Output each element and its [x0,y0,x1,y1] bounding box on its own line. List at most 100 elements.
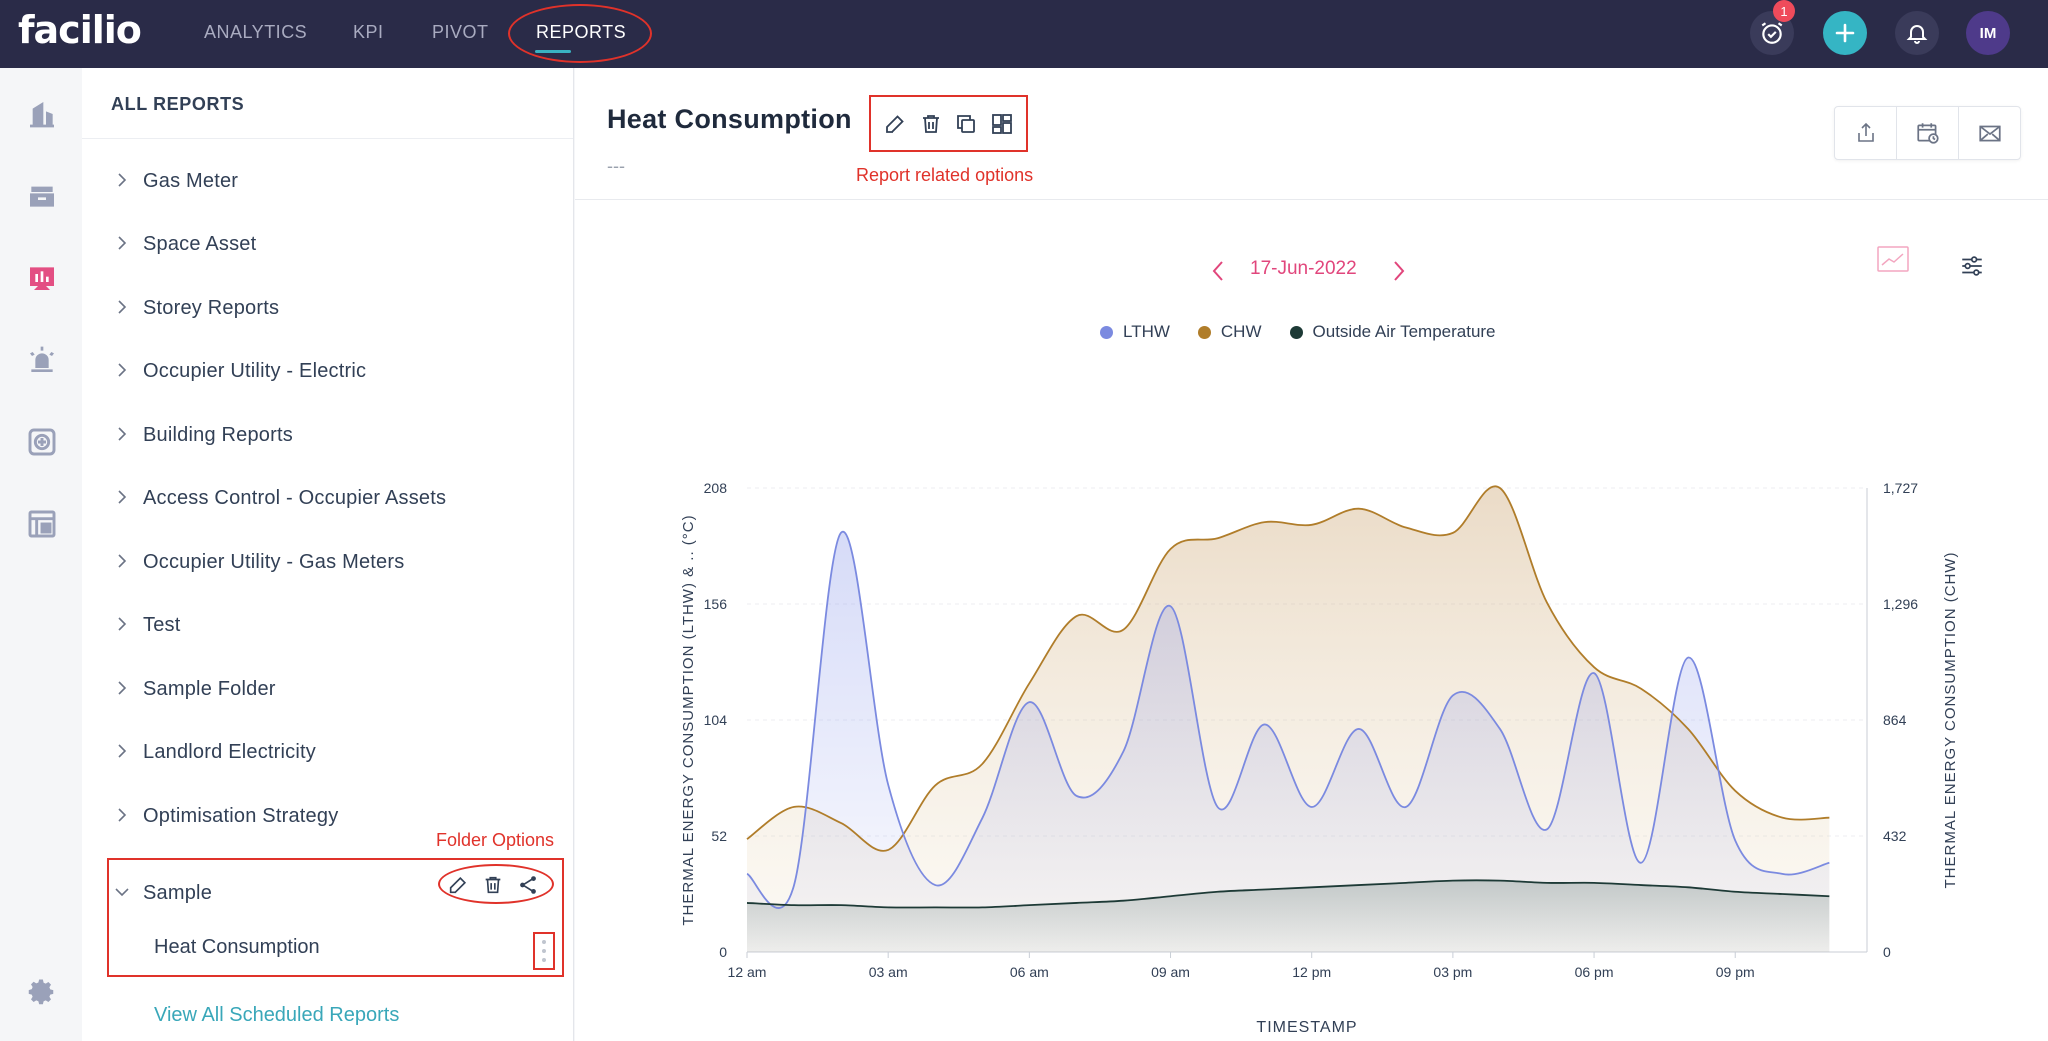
report-options-annotation: Report related options [856,165,1034,185]
x-tick-label: 03 pm [1433,964,1472,980]
folder-name: Optimisation Strategy [143,805,339,827]
series-line[interactable] [746,485,1830,852]
folder-item[interactable]: Access Control - Occupier Assets [82,473,573,529]
folder-item[interactable]: Space Asset [82,219,573,275]
duplicate-icon[interactable] [954,112,978,136]
y-right-tick-label: 1,296 [1883,596,1918,612]
chevron-right-icon [118,681,127,695]
chart-type-icon[interactable] [1877,246,1909,274]
folder-name: Space Asset [143,233,257,255]
bell-icon [1906,25,1928,44]
share-button[interactable] [1835,107,1897,159]
folder-item[interactable]: Landlord Electricity [82,727,573,783]
chevron-right-icon [118,617,127,631]
rail-dashboard[interactable] [22,504,62,544]
legend-item-oat[interactable]: Outside Air Temperature [1289,322,1496,342]
x-axis-title: TIMESTAMP [1256,1019,1357,1036]
folder-item[interactable]: Building Reports [82,410,573,466]
upload-icon [1857,122,1874,142]
notifications-button[interactable] [1895,11,1939,55]
folder-item[interactable]: Sample Folder [82,664,573,720]
x-tick-label: 03 am [869,964,908,980]
folder-item[interactable]: Occupier Utility - Gas Meters [82,537,573,593]
folder-item[interactable]: Gas Meter [82,156,573,212]
folder-item[interactable]: Occupier Utility - Electric [82,346,573,402]
report-item-heat-consumption[interactable]: Heat Consumption [154,936,320,958]
alarm-clock-icon [1761,22,1783,44]
facilio-logo[interactable]: facilio [18,8,142,52]
next-date-button[interactable] [1388,258,1408,284]
folder-delete-icon[interactable] [482,874,504,896]
add-button[interactable] [1823,11,1867,55]
inbox-icon [30,186,54,207]
rail-alarms[interactable] [22,340,62,380]
rail-building[interactable] [22,94,62,134]
chevron-right-icon [118,427,127,441]
rail-energy[interactable] [22,422,62,462]
nav-pivot[interactable]: PIVOT [432,22,489,42]
y-left-tick-label: 0 [719,944,727,960]
report-more-options-highlight [533,932,555,970]
y-left-tick-label: 208 [704,480,728,496]
left-icon-rail [0,68,82,1041]
x-tick-label: 09 pm [1716,964,1755,980]
chart-settings-icon[interactable] [1959,252,1985,280]
folder-name: Building Reports [143,424,293,446]
calendar-clock-icon [1916,123,1939,144]
folder-item[interactable]: Storey Reports [82,283,573,339]
dashboard-icon [28,510,56,538]
y-right-tick-label: 1,727 [1883,480,1918,496]
chevron-right-icon [118,490,127,504]
x-tick-label: 06 am [1010,964,1049,980]
folder-name: Gas Meter [143,170,239,192]
plus-icon [1835,23,1855,43]
rail-inbox[interactable] [22,176,62,216]
reports-icon [30,267,54,290]
add-to-dashboard-icon[interactable] [990,112,1014,136]
chevron-right-icon [118,363,127,377]
folder-name: Storey Reports [143,297,280,319]
report-header: Heat Consumption --- Report related opti… [575,68,2048,200]
legend-dot [1100,325,1113,339]
series-line[interactable] [746,530,1830,909]
series-line[interactable] [746,879,1830,909]
panel-divider [82,138,573,139]
legend-dot [1197,325,1211,339]
y-right-axis-title: THERMAL ENERGY CONSUMPTION (CHW) [1942,551,1959,888]
x-tick-label: 06 pm [1575,964,1614,980]
user-avatar[interactable]: IM [1966,11,2010,55]
chevron-down-icon [115,888,129,897]
series-area [747,880,1830,952]
y-right-tick-label: 432 [1883,828,1907,844]
y-left-tick-label: 104 [704,712,728,728]
view-all-scheduled-reports-link[interactable]: View All Scheduled Reports [154,1004,400,1026]
top-navbar: facilio ANALYTICS KPI PIVOT REPORTS 1 IM [0,0,2048,68]
folder-edit-icon[interactable] [447,874,469,896]
folder-item[interactable]: Optimisation Strategy [82,791,573,847]
folder-item-expanded[interactable]: Sample [82,868,573,924]
date-label[interactable]: 17-Jun-2022 [1250,258,1357,279]
chevron-right-icon [118,300,127,314]
folder-name: Access Control - Occupier Assets [143,487,447,509]
folder-options-highlight [438,864,554,904]
email-button[interactable] [1959,107,2020,159]
kebab-menu-icon[interactable] [539,937,549,965]
legend-label: Outside Air Temperature [1312,322,1496,341]
folder-item[interactable]: Test [82,600,573,656]
legend-label: LTHW [1123,322,1170,341]
prev-date-button[interactable] [1209,258,1229,284]
nav-kpi[interactable]: KPI [353,22,384,42]
legend-item-chw[interactable]: CHW [1197,322,1262,342]
legend-item-lthw[interactable]: LTHW [1100,322,1170,342]
alarm-siren-icon [30,346,54,372]
reports-highlight-annotation [508,4,652,63]
folder-share-icon[interactable] [517,874,539,896]
nav-analytics[interactable]: ANALYTICS [204,22,308,42]
delete-icon[interactable] [919,112,943,136]
edit-icon[interactable] [883,112,907,136]
export-actions [1834,106,2021,160]
report-options-group [869,95,1028,152]
rail-settings[interactable] [22,972,62,1012]
rail-reports[interactable] [22,258,62,298]
schedule-button[interactable] [1897,107,1959,159]
